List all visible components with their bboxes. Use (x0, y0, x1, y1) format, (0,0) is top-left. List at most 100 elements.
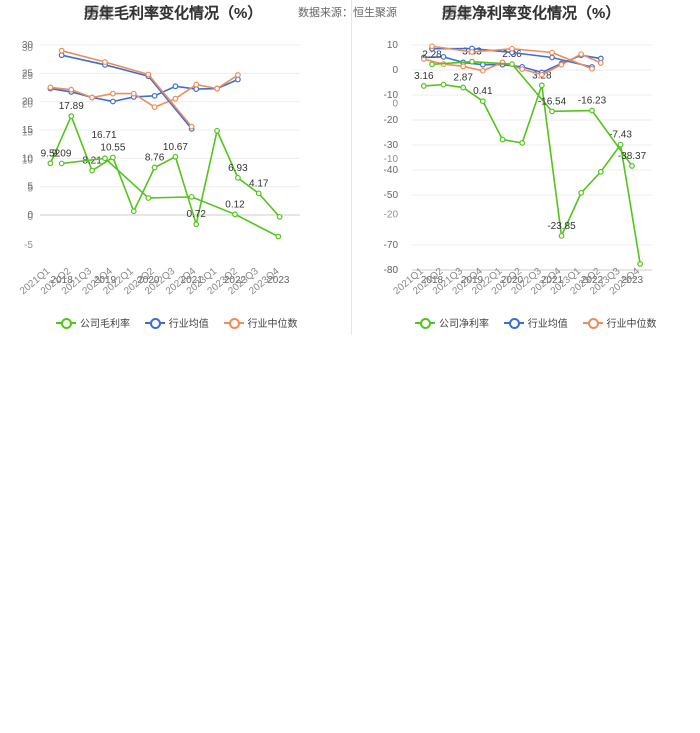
annual-data-label: -16.54 (538, 96, 567, 107)
quarterly-data-point (460, 84, 467, 91)
legend-item-industry-mean[interactable]: 行业均值 (503, 315, 568, 330)
legend-label: 行业均值 (527, 319, 568, 330)
quarterly-data-point (89, 94, 95, 101)
x-tick-label: 2020 (501, 275, 524, 286)
quarterly-data-label: 3.16 (414, 71, 434, 82)
x-tick-label: 2018 (421, 275, 444, 286)
annual-data-point (275, 233, 282, 240)
quarterly-data-point (617, 141, 624, 148)
quarterly-data-point (151, 104, 158, 110)
quarterly-data-point (110, 154, 116, 161)
quarterly-data-point (519, 66, 526, 72)
x-tick-label: 2018 (51, 275, 74, 286)
legend-item-company[interactable]: 公司毛利率 (56, 315, 130, 330)
x-tick-label: 2023 (621, 275, 644, 286)
x-tick-label: 2021 (541, 275, 564, 286)
y-tick-label: -40 (384, 165, 399, 176)
legend-item-industry-median[interactable]: 行业中位数 (582, 315, 657, 330)
y-tick-label: 0 (27, 210, 33, 221)
y-tick-label-overlay: 5 (27, 184, 33, 195)
x-tick-label: 2022 (581, 275, 604, 286)
quarterly-data-label: 0.72 (187, 209, 207, 220)
annual-data-point (549, 54, 555, 61)
annual-data-label: 0.12 (225, 199, 245, 210)
annual-data-point (629, 163, 635, 169)
quarterly-data-point (597, 168, 604, 175)
quarterly-data-point (460, 63, 467, 70)
chart-legend: 公司毛利率 行业均值 行业中位数 (56, 315, 310, 331)
legend-label: 公司毛利率 (80, 319, 130, 330)
quarterly-data-label: 8.21 (82, 156, 102, 167)
quarterly-data-point (538, 71, 545, 78)
y-tick-label: 10 (387, 40, 399, 51)
quarterly-data-point (130, 90, 137, 97)
annual-data-point (509, 61, 515, 67)
annual-data-point (232, 211, 238, 218)
quarterly-data-point (193, 221, 200, 228)
quarterly-data-point (519, 140, 526, 146)
x-tick-label: 2020 (137, 275, 160, 286)
quarterly-data-point (172, 83, 179, 90)
chart-legend: 公司净利率 行业均值 行业中位数 (415, 315, 669, 331)
annual-series-line (61, 157, 279, 238)
quarterly-data-point (130, 208, 137, 215)
y-tick-label-overlay: 10 (22, 156, 34, 167)
quarterly-data-point (558, 61, 565, 68)
quarterly-data-point (172, 95, 179, 102)
legend-item-industry-mean[interactable]: 行业均值 (144, 315, 209, 330)
y-tick-label: 5 (27, 182, 33, 193)
quarterly-data-label: 8.76 (145, 153, 165, 164)
annual-data-point (549, 108, 555, 115)
legend-label: 公司净利率 (439, 319, 489, 330)
legend-swatch-icon (582, 317, 603, 329)
quarterly-series-line (49, 114, 281, 228)
annual-data-point (469, 58, 475, 65)
quarterly-data-point (214, 127, 220, 134)
y-tick-label-overlay: -10 (384, 154, 399, 165)
legend-label: 行业中位数 (247, 319, 298, 330)
chart-title-overlay: 季度毛利率变化情况（%） (84, 5, 263, 22)
quarterly-data-point (578, 189, 585, 196)
annual-data-point (549, 49, 555, 56)
legend-label: 行业中位数 (606, 319, 657, 330)
quarterly-data-point (68, 113, 75, 120)
annual-data-point (589, 107, 595, 114)
legend-swatch-icon (503, 317, 524, 329)
legend-swatch-icon (223, 317, 244, 329)
quarterly-data-point (110, 90, 116, 97)
quarterly-data-point (558, 232, 565, 239)
quarterly-data-point (479, 67, 486, 74)
y-tick-label: 10 (22, 153, 34, 164)
y-tick-label-overlay: 25 (22, 71, 34, 82)
y-tick-label: 25 (22, 68, 34, 79)
quarterly-data-label: 17.89 (59, 101, 84, 112)
annual-data-point (188, 193, 195, 200)
chart-title: 历年净利率变化情况（%） (442, 5, 621, 22)
y-tick-label: 0 (392, 65, 398, 76)
quarterly-data-point (578, 51, 585, 58)
quarterly-data-point (440, 81, 447, 88)
quarterly-data-point (499, 136, 506, 143)
annual-series-line (431, 60, 633, 167)
y-tick-label-overlay: 20 (22, 99, 34, 110)
quarterly-data-point (637, 260, 644, 267)
quarterly-data-point (68, 86, 75, 93)
quarterly-series-line (423, 83, 641, 265)
annual-data-label: 9.09 (52, 148, 72, 159)
annual-series-line (61, 49, 193, 128)
quarterly-data-point (420, 56, 427, 62)
net-margin-chart-panel: 历年净利率变化情况（%） 季度净利率变化情况（%） -80 -70 -50 -40 -3… (352, 0, 700, 340)
quarterly-data-point (193, 81, 200, 88)
legend-item-industry-median[interactable]: 行业中位数 (223, 315, 298, 330)
quarterly-data-point (110, 98, 116, 105)
legend-label: 行业均值 (168, 319, 209, 330)
x-tick-label: 2019 (94, 275, 117, 286)
quarterly-data-label: -7.43 (609, 130, 632, 141)
legend-item-company[interactable]: 公司净利率 (415, 315, 489, 330)
quarterly-data-point (479, 98, 486, 105)
quarterly-data-point (597, 60, 604, 66)
quarterly-series-line (50, 74, 239, 108)
y-tick-label: -10 (384, 90, 399, 101)
